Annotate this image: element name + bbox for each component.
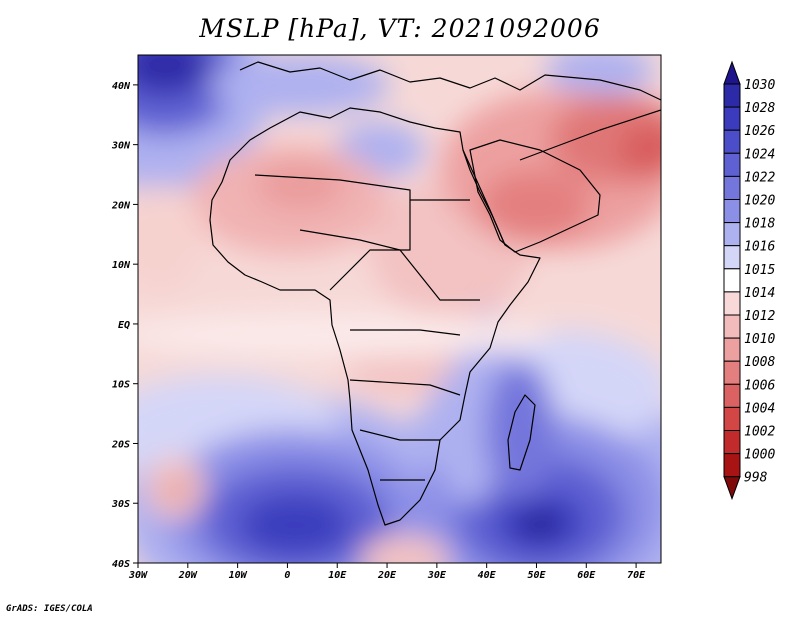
colorbar-label: 1022 xyxy=(744,170,775,185)
colorbar-label: 1000 xyxy=(744,448,775,463)
pressure-field xyxy=(138,55,661,563)
colorbar-label: 998 xyxy=(744,471,768,486)
lat-tick-label: EQ xyxy=(118,320,130,331)
lat-tick-label: 20N xyxy=(111,200,131,211)
colorbar-segment xyxy=(723,199,741,224)
colorbar-segment xyxy=(723,106,741,131)
lat-tick-label: 40N xyxy=(112,81,131,92)
colorbar-segment xyxy=(723,245,741,270)
plot-frame xyxy=(137,54,662,564)
colorbar-label: 1018 xyxy=(744,217,775,232)
lon-tick-label: 70E xyxy=(627,570,646,581)
colorbar-segment xyxy=(723,175,741,200)
credit-label: GrADS: IGES/COLA xyxy=(6,604,93,614)
colorbar-label: 1026 xyxy=(744,124,775,139)
colorbar-label: 1015 xyxy=(744,263,775,278)
lon-tick-label: 20E xyxy=(377,570,397,581)
colorbar-segment xyxy=(723,360,741,385)
lon-tick-label: 30W xyxy=(128,570,148,581)
colorbar-label: 1012 xyxy=(744,309,775,324)
lat-tick-label: 20S xyxy=(111,439,130,450)
colorbar-bottom-arrow xyxy=(723,476,741,501)
colorbar-label: 1028 xyxy=(744,101,775,116)
colorbar-label: 1002 xyxy=(744,425,775,440)
colorbar-segment xyxy=(723,268,741,293)
colorbar-segment xyxy=(723,291,741,316)
colorbar-segment xyxy=(723,406,741,431)
lon-tick-label: 10W xyxy=(229,570,248,581)
lon-tick-label: 30E xyxy=(427,570,447,581)
colorbar-label: 1016 xyxy=(744,240,775,255)
colorbar-segment xyxy=(723,383,741,408)
colorbar-segment xyxy=(723,314,741,339)
colorbar-top-arrow xyxy=(723,60,741,85)
colorbar-segment xyxy=(723,453,741,478)
colorbar-label: 1030 xyxy=(744,78,775,93)
lon-axis: 30W 20W 10W 0 10E 20E 30E 40E 50E 60E 70E xyxy=(128,563,646,581)
lon-tick-label: 0 xyxy=(284,570,290,581)
lat-tick-label: 30N xyxy=(111,141,131,152)
lat-tick-label: 10S xyxy=(112,380,130,391)
colorbar-segment xyxy=(723,129,741,154)
colorbar-segment xyxy=(723,83,741,108)
colorbar-label: 1010 xyxy=(744,332,775,347)
lon-tick-label: 20W xyxy=(178,570,198,581)
colorbar-segment xyxy=(723,152,741,177)
lon-tick-label: 60E xyxy=(577,570,596,581)
colorbar-label: 1014 xyxy=(744,286,775,301)
coastlines xyxy=(209,61,661,526)
map-title: MSLP [hPa], VT: 2021092006 xyxy=(199,14,601,43)
lat-tick-label: 40S xyxy=(112,559,130,570)
lon-tick-label: 10E xyxy=(328,570,347,581)
lon-tick-label: 50E xyxy=(527,570,546,581)
colorbar: 1030 1028 1026 1024 1022 1020 1018 1016 1015 1014… xyxy=(723,60,775,501)
colorbar-label: 1020 xyxy=(744,194,775,209)
lat-tick-label: 10N xyxy=(112,260,131,271)
colorbar-segment xyxy=(723,222,741,247)
lon-tick-label: 40E xyxy=(478,570,497,581)
colorbar-segment xyxy=(723,430,741,455)
lat-axis: 40N 30N 20N 10N EQ 10S 20S 30S 40S xyxy=(111,81,138,570)
colorbar-label: 1004 xyxy=(744,401,775,416)
colorbar-label: 1006 xyxy=(744,378,775,393)
colorbar-label: 1024 xyxy=(744,147,775,162)
colorbar-label: 1008 xyxy=(744,355,775,370)
colorbar-segment xyxy=(723,337,741,362)
lat-tick-label: 30S xyxy=(111,499,130,510)
